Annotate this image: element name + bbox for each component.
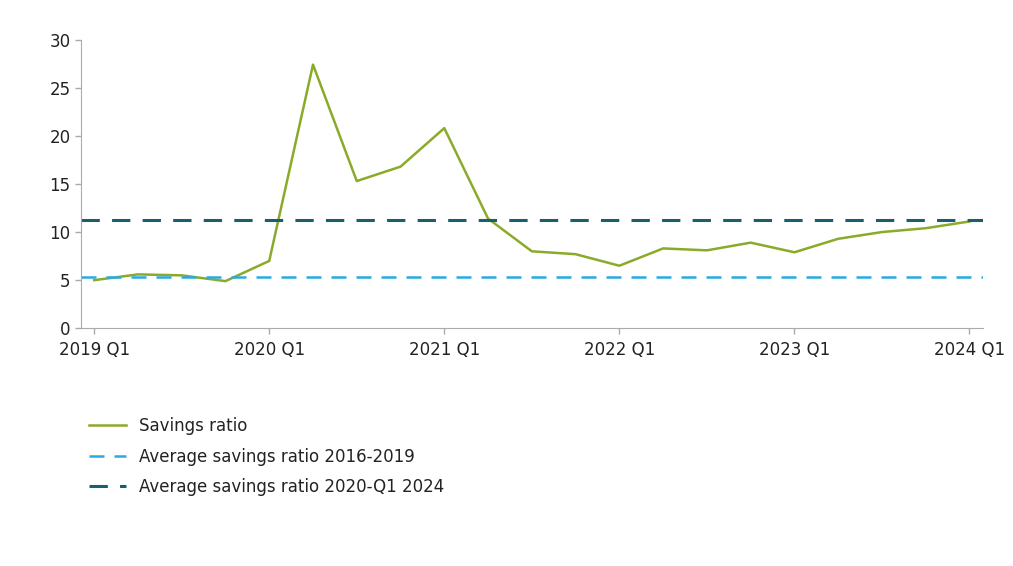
Savings ratio	[745, 239, 757, 246]
Savings ratio	[132, 271, 144, 278]
Savings ratio	[613, 262, 625, 269]
Savings ratio	[482, 215, 494, 222]
Savings ratio	[526, 248, 538, 255]
Savings ratio	[876, 229, 888, 235]
Savings ratio	[569, 251, 581, 258]
Savings ratio	[307, 61, 319, 68]
Legend: Savings ratio, Average savings ratio 2016-2019, Average savings ratio 2020-Q1 20: Savings ratio, Average savings ratio 201…	[89, 418, 445, 496]
Savings ratio	[175, 272, 187, 278]
Savings ratio	[439, 125, 451, 131]
Savings ratio	[88, 277, 100, 284]
Savings ratio	[920, 225, 932, 231]
Savings ratio	[963, 218, 976, 225]
Savings ratio	[220, 278, 232, 285]
Line: Savings ratio: Savings ratio	[94, 65, 969, 281]
Average savings ratio 2016-2019	[132, 274, 144, 281]
Savings ratio	[832, 235, 844, 242]
Savings ratio	[657, 245, 670, 252]
Savings ratio	[788, 249, 800, 256]
Savings ratio	[263, 258, 276, 264]
Average savings ratio 2020-Q1 2024	[132, 216, 144, 223]
Savings ratio	[350, 178, 363, 185]
Savings ratio	[701, 247, 713, 254]
Average savings ratio 2020-Q1 2024	[88, 216, 100, 223]
Average savings ratio 2016-2019	[88, 274, 100, 281]
Savings ratio	[394, 163, 406, 170]
